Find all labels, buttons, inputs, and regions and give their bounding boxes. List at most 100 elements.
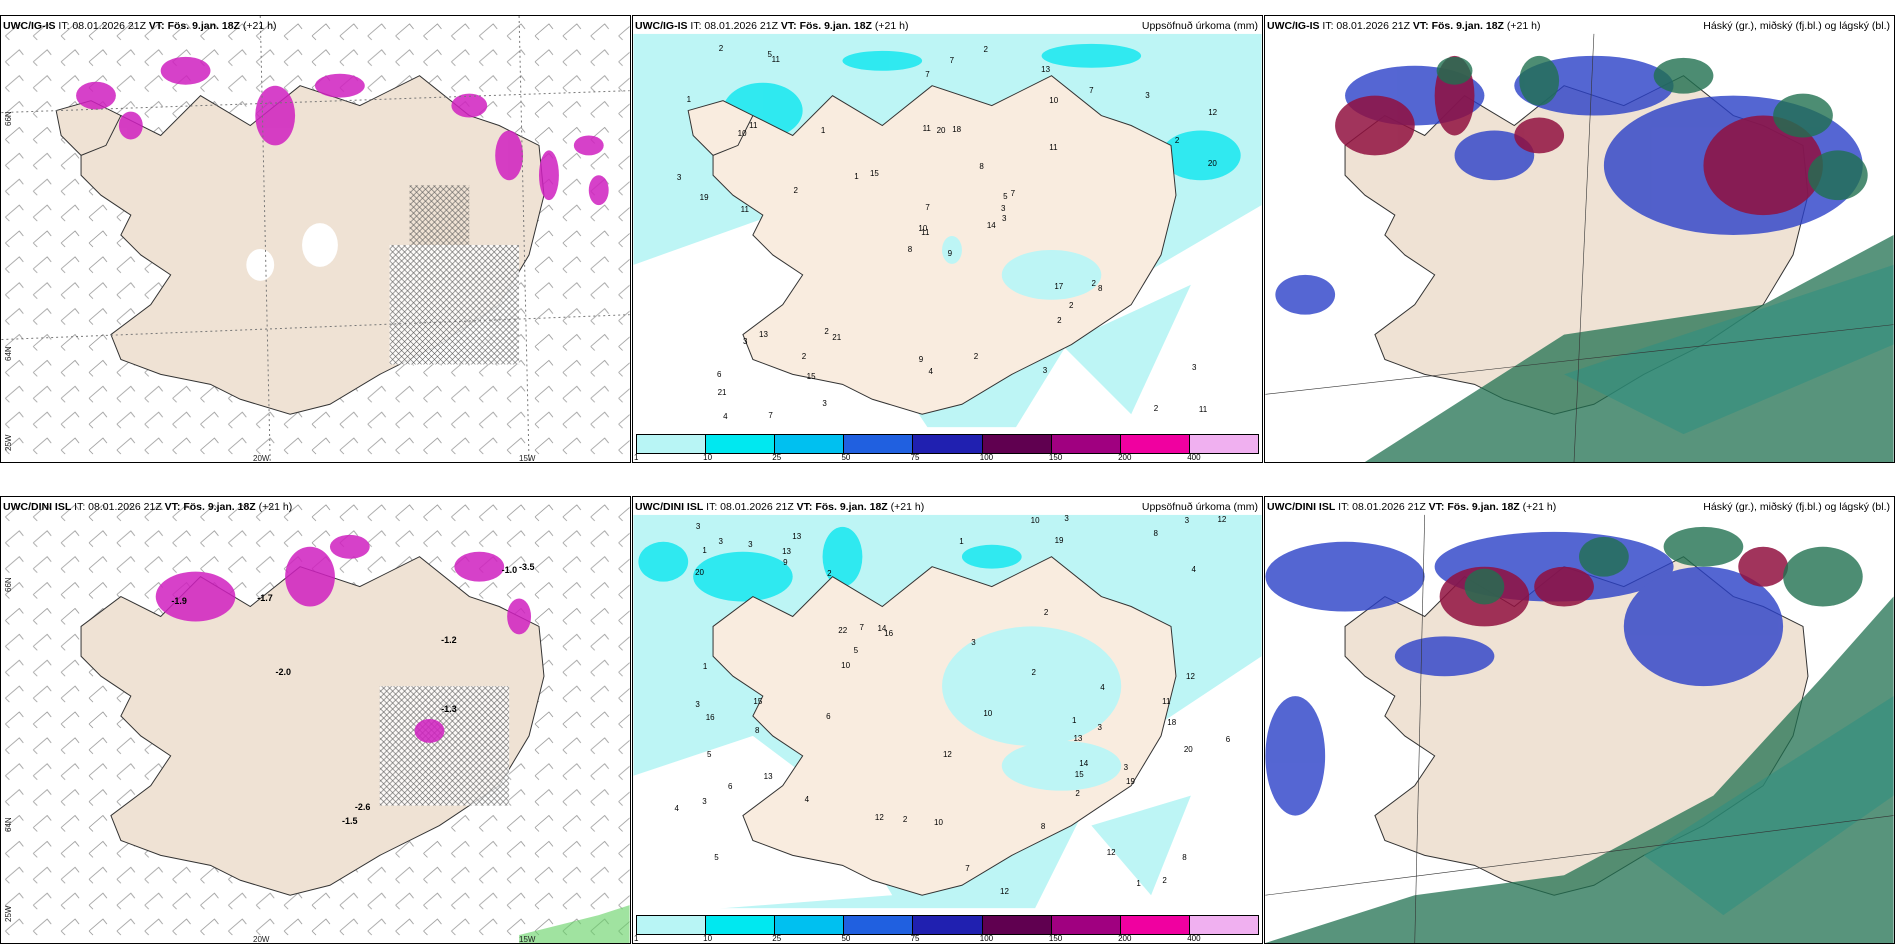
panel-precip-ig: UWC/IG-IS IT: 08.01.2026 21Z VT: Fös. 9.…	[632, 15, 1263, 463]
map-value-label: 3	[1097, 723, 1102, 733]
map-value-label: 12	[1000, 887, 1009, 897]
map-value-label: 19	[1054, 535, 1064, 545]
map-value-label: 3	[1001, 203, 1006, 213]
lat-label: 66N	[4, 111, 13, 126]
map-value-label: 6	[716, 369, 722, 379]
map-value-label: 15	[1074, 770, 1084, 780]
map-value-label: 11	[1198, 404, 1208, 414]
map-value-label: 7	[965, 864, 970, 874]
map-value-label: 3	[822, 399, 827, 409]
map-value-label: 11	[1049, 142, 1058, 152]
map-value-label: 3	[702, 796, 707, 806]
map-value-label: 3	[1192, 362, 1197, 372]
map-value-label: -1.7	[257, 593, 273, 604]
map-value-label: 12	[874, 813, 884, 822]
colorbar-segment	[844, 916, 914, 934]
map-value-label: 9	[918, 354, 924, 364]
panel-title: UWC/IG-IS IT: 08.01.2026 21Z VT: Fös. 9.…	[3, 20, 277, 32]
map-value-label: 8	[1182, 853, 1187, 863]
map-value-label: 19	[1126, 776, 1135, 786]
map-value-label: 8	[979, 161, 984, 171]
map-value-label: -1.3	[441, 704, 457, 715]
map-value-label: 20	[695, 568, 704, 578]
map-value-label: 7	[1089, 86, 1094, 96]
map-value-label: 18	[952, 125, 962, 135]
map-value-label: 5	[1003, 192, 1008, 202]
map-value-label: 8	[1040, 821, 1046, 831]
map-value-label: 14	[1079, 758, 1089, 768]
colorbar-tick: 75	[910, 934, 920, 943]
panel-title: UWC/DINI ISL IT: 08.01.2026 21Z VT: Fös.…	[1267, 501, 1557, 513]
map-value-label: 10	[737, 128, 747, 138]
map-value-label: 3	[1064, 514, 1069, 524]
map-value-label: 3	[695, 522, 701, 532]
map-value-label: 4	[928, 367, 933, 377]
map-value-label: 1	[702, 546, 707, 556]
colorbar-segment	[706, 435, 776, 453]
map-value-label: 11	[922, 124, 931, 134]
map-value-label: 3	[718, 536, 723, 546]
map-value-label: 7	[859, 623, 864, 633]
map-value-label: 2	[1091, 279, 1096, 289]
map-value-label: 21	[717, 387, 727, 397]
colorbar-tick: 1	[634, 453, 639, 462]
map-value-label: 8	[907, 245, 913, 255]
map-value-label: 11	[921, 228, 930, 238]
map-value-label: 13	[782, 547, 791, 557]
colorbar-segment	[913, 916, 983, 934]
panel-precip-dini: UWC/DINI ISL IT: 08.01.2026 21Z VT: Fös.…	[632, 496, 1263, 944]
map-value-label: 10	[983, 708, 993, 718]
colorbar-tick: 200	[1118, 453, 1132, 462]
map-value-label: 13	[1073, 733, 1083, 743]
map-value-label: 2	[1057, 316, 1062, 326]
map-value-label: 22	[838, 626, 848, 636]
map-value-label: -1.0	[501, 564, 518, 575]
map-value-label: 15	[869, 169, 879, 179]
map-value-label: 8	[755, 726, 760, 736]
map-value-label: 2	[801, 351, 807, 361]
map-value-label: 5	[714, 853, 719, 863]
colorbar-tick: 25	[772, 453, 782, 462]
map-value-label: 1	[820, 125, 826, 135]
map-value-label: 2	[1162, 876, 1167, 886]
colorbar-tick: 200	[1118, 934, 1132, 943]
map-value-label: 2	[1153, 403, 1159, 413]
colorbar-segment	[637, 435, 707, 453]
map-value-label: 10	[934, 818, 943, 828]
map-value-label: 3	[1001, 214, 1007, 224]
map-value-label: 2	[1174, 136, 1180, 146]
map-value-label: 4	[804, 795, 810, 805]
map-value-label: 3	[743, 337, 748, 347]
panel-title: UWC/DINI ISL IT: 08.01.2026 21Z VT: Fös.…	[3, 501, 293, 513]
map-value-label: 6	[1225, 735, 1231, 745]
map-value-label: 2	[973, 351, 979, 361]
map-value-label: 7	[768, 410, 773, 420]
colorbar-segment	[844, 435, 914, 453]
map-value-label: 18	[1167, 717, 1177, 727]
map-value-label: 7	[925, 202, 930, 212]
colorbar-tick: 400	[1187, 934, 1201, 943]
colorbar-segment	[775, 435, 845, 453]
map-value-label: -1.9	[171, 596, 187, 607]
map-value-label: 1	[959, 537, 964, 547]
panel-right-label: Háský (gr.), miðský (fj.bl.) og lágský (…	[1703, 501, 1890, 513]
colorbar-segment	[775, 916, 845, 934]
map-value-label: 2	[1075, 788, 1080, 798]
map-value-label: 8	[1153, 528, 1158, 538]
map-value-label: 9	[783, 557, 788, 567]
colorbar-segment	[913, 435, 983, 453]
colorbar-tick: 100	[979, 934, 994, 943]
colorbar-tick: 25	[772, 934, 782, 943]
map-value-label: 1	[1136, 879, 1141, 889]
map-value-label: 4	[674, 804, 679, 814]
panel-right-label: Uppsöfnuð úrkoma (mm)	[1141, 20, 1258, 32]
colorbar	[636, 434, 1259, 454]
map-value-label: 16	[705, 713, 715, 723]
map-value-label: 19	[699, 192, 709, 202]
wind-map	[1, 497, 630, 943]
map-value-label: 7	[925, 70, 930, 80]
map-value-label: 13	[759, 329, 768, 339]
colorbar-segment	[637, 916, 707, 934]
colorbar-segment	[1051, 916, 1121, 934]
map-value-label: 2	[1043, 608, 1049, 618]
